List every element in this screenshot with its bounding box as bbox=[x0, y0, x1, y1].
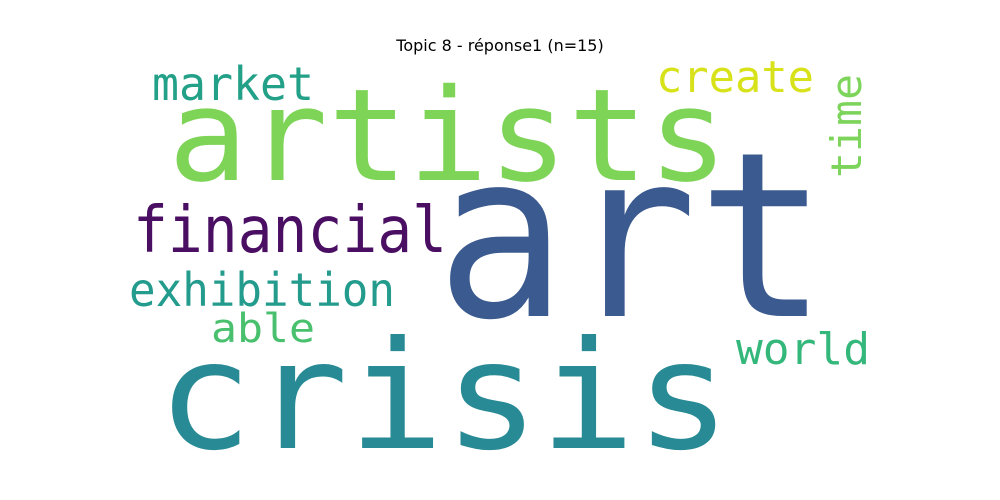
word-cloud-title: Topic 8 - réponse1 (n=15) bbox=[396, 36, 604, 55]
word-artists: artists bbox=[168, 62, 728, 211]
word-market: market bbox=[152, 57, 314, 111]
word-time: time bbox=[822, 74, 871, 178]
word-financial: financial bbox=[133, 194, 447, 268]
word-exhibition: exhibition bbox=[129, 263, 395, 317]
word-create: create bbox=[656, 52, 814, 103]
word-art: art bbox=[436, 104, 828, 371]
word-crisis: crisis bbox=[157, 310, 731, 484]
word-able: able bbox=[211, 306, 315, 352]
word-world: world bbox=[736, 324, 870, 375]
